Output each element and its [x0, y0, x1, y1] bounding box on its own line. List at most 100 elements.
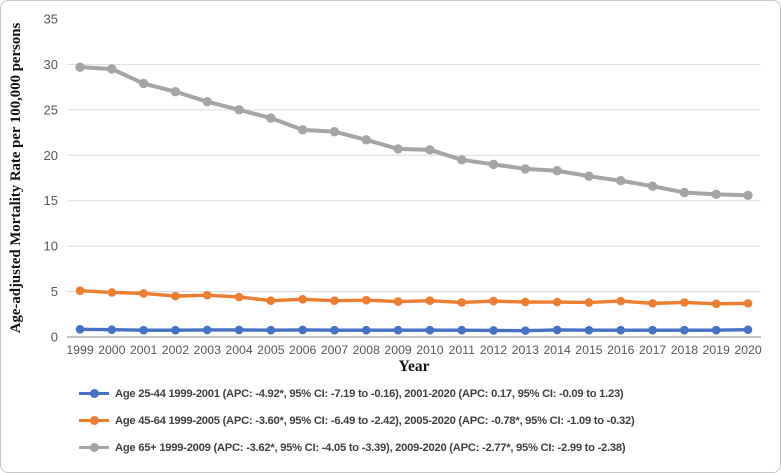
- y-tick-label-15: 15: [44, 193, 58, 208]
- point-age-65-2003: [202, 96, 212, 107]
- point-age-65-2005: [266, 113, 276, 123]
- y-tick-label-35: 35: [44, 12, 58, 27]
- y-tick-label-5: 5: [51, 284, 58, 299]
- point-age-45-64-2020: [743, 299, 753, 308]
- x-tick-label-2003: 2003: [194, 343, 222, 357]
- x-tick-label-2001: 2001: [130, 343, 158, 357]
- legend-dot-icon: [89, 416, 99, 425]
- x-tick-label-2006: 2006: [289, 343, 317, 357]
- point-age-65-2011: [457, 155, 467, 165]
- point-age-65-2020: [743, 190, 753, 200]
- point-age-65-2010: [425, 145, 435, 155]
- point-age-45-64-2019: [711, 299, 721, 309]
- point-age-45-64-2001: [139, 289, 148, 298]
- x-tick-label-2015: 2015: [575, 343, 603, 357]
- point-age-45-64-2013: [521, 297, 530, 307]
- point-age-45-64-2007: [330, 296, 339, 305]
- y-tick-label-10: 10: [44, 239, 58, 254]
- x-tick-label-2002: 2002: [162, 343, 190, 357]
- point-age-25-44-2020: [743, 325, 753, 335]
- x-tick-label-1999: 1999: [66, 343, 94, 357]
- point-age-25-44-2009: [393, 325, 403, 335]
- x-tick-label-2010: 2010: [416, 343, 444, 357]
- point-age-65-2000: [107, 64, 117, 74]
- point-age-45-64-2002: [171, 291, 180, 301]
- point-age-45-64-2006: [298, 294, 307, 304]
- x-axis-title: Year: [399, 358, 430, 375]
- point-age-45-64-2018: [680, 298, 689, 307]
- point-age-25-44-2007: [330, 325, 339, 335]
- x-tick-label-2004: 2004: [225, 343, 253, 357]
- point-age-25-44-2016: [616, 325, 626, 335]
- legend-label: Age 65+ 1999-2009 (APC: -3.62*, 95% CI: …: [115, 441, 626, 454]
- point-age-25-44-2000: [107, 325, 117, 335]
- x-tick-label-2007: 2007: [321, 343, 349, 357]
- point-age-65-2004: [234, 105, 244, 115]
- point-age-25-44-2003: [202, 325, 212, 335]
- legend-item-age-65: Age 65+ 1999-2009 (APC: -3.62*, 95% CI: …: [79, 434, 634, 461]
- point-age-45-64-2010: [425, 296, 435, 305]
- x-tick-label-2013: 2013: [512, 343, 540, 357]
- legend-marker-icon: [79, 389, 109, 398]
- x-tick-label-2000: 2000: [98, 343, 126, 357]
- legend-dot-icon: [89, 389, 99, 398]
- point-age-45-64-2008: [361, 295, 371, 305]
- point-age-65-2001: [138, 78, 149, 89]
- point-age-25-44-2005: [266, 325, 276, 335]
- legend-item-age-25-44: Age 25-44 1999-2001 (APC: -4.92*, 95% CI…: [79, 380, 634, 407]
- y-tick-label-0: 0: [51, 330, 58, 345]
- legend-item-age-45-64: Age 45-64 1999-2005 (APC: -3.60*, 95% CI…: [79, 407, 635, 434]
- y-tick-label-20: 20: [44, 148, 58, 163]
- x-tick-label-2008: 2008: [353, 343, 381, 357]
- point-age-25-44-2010: [425, 325, 435, 335]
- x-tick-label-2009: 2009: [384, 343, 412, 357]
- point-age-45-64-2009: [393, 297, 403, 306]
- point-age-65-2002: [170, 86, 181, 97]
- x-tick-label-2014: 2014: [543, 343, 571, 357]
- x-tick-label-2012: 2012: [480, 343, 508, 357]
- point-age-45-64-2000: [107, 288, 117, 297]
- point-age-65-2016: [616, 176, 626, 186]
- series-lines: [75, 62, 753, 335]
- point-age-65-2013: [520, 164, 531, 174]
- x-tick-label-2019: 2019: [703, 343, 731, 357]
- point-age-65-2019: [711, 189, 721, 200]
- point-age-25-44-2017: [648, 325, 657, 335]
- point-age-45-64-2016: [616, 296, 626, 306]
- point-age-45-64-2011: [457, 298, 467, 307]
- x-tick-label-2017: 2017: [639, 343, 667, 357]
- point-age-25-44-2015: [584, 325, 594, 335]
- point-age-65-2009: [393, 144, 403, 154]
- y-axis-title: Age-adjusted Mortality Rate per 100,000 …: [8, 23, 24, 334]
- point-age-65-2012: [488, 159, 499, 170]
- point-age-45-64-2015: [584, 298, 594, 307]
- point-age-25-44-2002: [171, 325, 180, 335]
- point-age-65-2018: [679, 187, 690, 198]
- legend-marker-icon: [79, 443, 109, 452]
- legend-label: Age 25-44 1999-2001 (APC: -4.92*, 95% CI…: [115, 387, 624, 400]
- point-age-65-2015: [584, 171, 594, 181]
- point-age-25-44-2014: [552, 325, 562, 335]
- axis-tick-labels: 0 5 10 15 20 25 30 35 1999 2000 2001 2002 2003 2004 20…: [44, 12, 762, 358]
- point-age-45-64-2005: [266, 296, 276, 305]
- point-age-25-44-2008: [361, 325, 371, 335]
- series-line-age-45-64: [78, 288, 750, 306]
- point-age-65-2014: [552, 166, 562, 176]
- point-age-25-44-2001: [139, 325, 148, 335]
- series-line-age-25-44: [78, 327, 750, 333]
- point-age-25-44-2019: [711, 325, 721, 335]
- point-age-45-64-2017: [648, 299, 657, 308]
- point-age-25-44-2011: [457, 325, 467, 335]
- point-age-65-2006: [297, 125, 308, 135]
- y-tick-label-30: 30: [44, 57, 58, 72]
- point-age-65-1999: [75, 62, 85, 72]
- point-age-25-44-1999: [75, 324, 85, 334]
- point-age-25-44-2004: [234, 325, 244, 335]
- point-age-65-2008: [361, 135, 371, 145]
- point-age-45-64-2003: [202, 290, 212, 300]
- point-age-25-44-2006: [298, 325, 307, 335]
- legend-label: Age 45-64 1999-2005 (APC: -3.60*, 95% CI…: [115, 414, 635, 427]
- x-tick-label-2011: 2011: [448, 343, 475, 357]
- point-age-45-64-1999: [75, 286, 85, 295]
